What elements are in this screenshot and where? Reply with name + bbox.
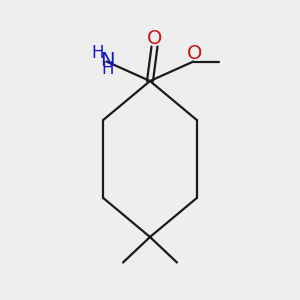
Text: O: O <box>147 29 162 48</box>
Text: H: H <box>101 60 114 78</box>
Text: O: O <box>187 44 203 63</box>
Text: H: H <box>92 44 104 62</box>
Text: N: N <box>100 50 115 70</box>
